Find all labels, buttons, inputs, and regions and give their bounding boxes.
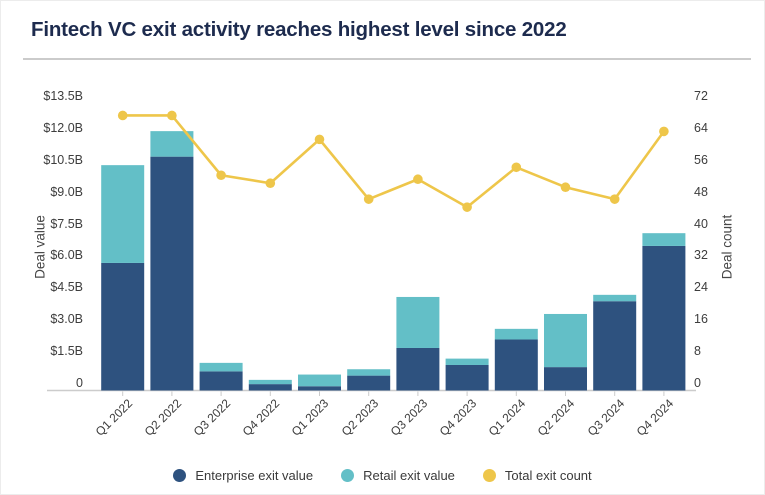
legend-label: Total exit count — [504, 468, 592, 483]
right-axis-tick-label: 8 — [694, 344, 701, 359]
bar-retail-q4-2023 — [445, 358, 489, 365]
bar-enterprise-q1-2023 — [298, 386, 341, 391]
bar-retail-q2-2022 — [150, 131, 194, 157]
left-axis-tick-label: $6.0B — [50, 248, 83, 263]
bar-enterprise-q1-2024 — [494, 339, 538, 391]
legend-item-enterprise-exit-value: Enterprise exit value — [173, 468, 313, 483]
legend-item-total-exit-count: Total exit count — [482, 468, 592, 483]
count-point-q4-2023 — [462, 202, 472, 212]
right-axis-tick-label: 32 — [694, 248, 708, 263]
bar-retail-q3-2023 — [396, 296, 440, 348]
right-axis-tick-label: 64 — [694, 120, 708, 135]
title-divider — [23, 58, 751, 60]
bar-retail-q2-2024 — [544, 313, 587, 368]
legend: Enterprise exit value Retail exit value … — [1, 468, 764, 483]
count-point-q2-2022 — [167, 110, 177, 121]
right-axis-tick-label: 72 — [694, 89, 708, 103]
bar-retail-q3-2022 — [199, 362, 243, 372]
right-axis-tick-label: 48 — [694, 184, 708, 199]
right-axis-tick-label: 40 — [694, 216, 708, 231]
left-axis-tick-label: $12.0B — [43, 120, 83, 135]
bar-retail-q1-2023 — [298, 374, 341, 387]
bar-enterprise-q3-2023 — [396, 347, 440, 391]
count-point-q2-2023 — [363, 194, 374, 204]
total-exit-count-line — [122, 114, 665, 209]
bar-retail-q1-2022 — [101, 165, 145, 263]
left-axis-tick-label: $10.5B — [43, 152, 83, 167]
bar-enterprise-q4-2022 — [248, 384, 292, 391]
bar-enterprise-q2-2024 — [544, 367, 587, 391]
bar-retail-q1-2024 — [494, 328, 538, 340]
total-exit-count-swatch-icon — [482, 469, 496, 482]
count-point-q3-2024 — [609, 194, 620, 204]
left-axis-tick-label: $3.0B — [50, 312, 83, 327]
bar-enterprise-q3-2022 — [199, 371, 243, 391]
legend-label: Enterprise exit value — [195, 468, 314, 483]
bar-retail-q3-2024 — [593, 294, 637, 302]
left-axis-tick-label: $9.0B — [50, 184, 83, 199]
count-point-q3-2023 — [413, 174, 423, 185]
bar-retail-q2-2023 — [347, 369, 391, 376]
count-point-q4-2024 — [659, 126, 669, 137]
chart-title: Fintech VC exit activity reaches highest… — [31, 18, 567, 41]
bar-enterprise-q2-2022 — [150, 156, 194, 391]
bar-enterprise-q1-2022 — [101, 262, 145, 391]
count-point-q4-2022 — [265, 178, 276, 189]
right-axis-tick-label: 56 — [694, 152, 708, 167]
count-point-q1-2024 — [511, 162, 522, 173]
legend-item-retail-exit-value: Retail exit value — [341, 468, 455, 483]
bar-enterprise-q4-2024 — [642, 245, 686, 391]
legend-label: Retail exit value — [363, 468, 455, 483]
right-axis-tick-label: 16 — [694, 312, 708, 327]
bar-enterprise-q2-2023 — [347, 375, 391, 391]
enterprise-swatch-icon — [173, 469, 187, 482]
left-axis-tick-label: $13.5B — [43, 89, 83, 103]
count-point-q3-2022 — [216, 170, 226, 181]
count-point-q1-2022 — [117, 110, 128, 121]
retail-swatch-icon — [341, 469, 355, 482]
left-axis-tick-label: $4.5B — [50, 280, 83, 295]
right-axis-tick-label: 24 — [694, 280, 708, 295]
left-axis-tick-label: $1.5B — [50, 344, 83, 359]
bar-enterprise-q4-2023 — [445, 364, 489, 391]
count-point-q1-2023 — [314, 134, 325, 145]
bar-enterprise-q3-2024 — [593, 301, 637, 391]
bar-retail-q4-2022 — [248, 379, 292, 385]
count-point-q2-2024 — [560, 182, 571, 193]
left-axis-tick-label: $7.5B — [50, 216, 83, 231]
bar-retail-q4-2024 — [642, 233, 686, 246]
right-axis-tick-label: 0 — [694, 376, 701, 390]
left-axis-tick-label: 0 — [76, 376, 83, 390]
